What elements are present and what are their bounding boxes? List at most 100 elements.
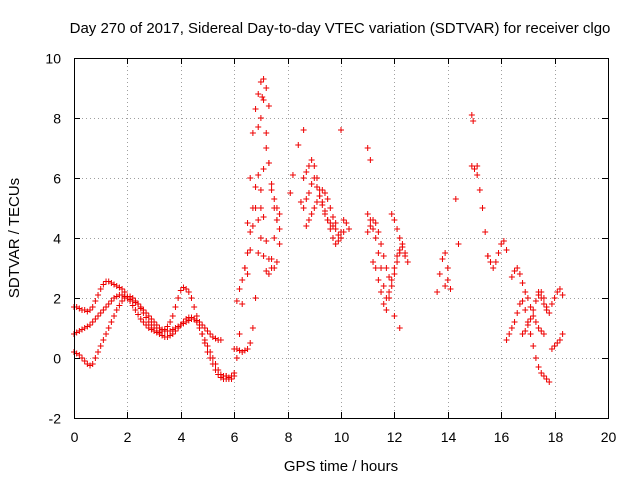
data-point	[540, 331, 547, 337]
data-point	[108, 319, 115, 325]
data-point	[378, 265, 385, 271]
data-point	[372, 220, 379, 226]
data-point	[239, 349, 246, 355]
data-point	[263, 85, 270, 91]
data-point	[76, 328, 83, 334]
data-point	[92, 355, 99, 361]
data-point	[519, 280, 526, 286]
data-point	[231, 373, 238, 379]
data-point	[180, 284, 187, 291]
data-point	[321, 208, 328, 214]
y-tick-label: 0	[53, 351, 61, 367]
data-point	[204, 343, 211, 349]
data-point	[482, 229, 489, 235]
data-point	[135, 311, 142, 318]
data-point	[527, 316, 534, 322]
data-point	[546, 379, 553, 385]
data-point	[145, 313, 152, 319]
series-sdtvar-arc-s	[503, 298, 553, 385]
data-point	[159, 326, 166, 333]
data-point	[183, 286, 190, 292]
data-point	[145, 319, 152, 325]
data-point	[372, 265, 379, 271]
data-point	[97, 310, 104, 316]
data-point	[119, 298, 126, 304]
data-point	[89, 304, 96, 310]
data-point	[332, 241, 339, 247]
data-point	[108, 298, 115, 304]
data-point	[167, 332, 174, 339]
data-point	[260, 253, 267, 259]
data-point	[380, 283, 387, 289]
data-point	[327, 220, 334, 226]
data-point	[249, 130, 256, 136]
data-point	[367, 223, 374, 229]
data-point	[207, 331, 214, 337]
data-point	[111, 313, 118, 319]
data-point	[172, 304, 179, 310]
data-point	[247, 340, 254, 346]
data-point	[97, 343, 104, 349]
data-point	[346, 226, 353, 232]
data-point	[327, 226, 334, 232]
data-point	[271, 196, 278, 202]
data-point	[313, 199, 320, 205]
y-tick-label: 4	[53, 231, 61, 247]
y-tick-label: -2	[49, 411, 62, 427]
data-point	[255, 250, 262, 256]
data-point	[151, 319, 158, 325]
data-point	[444, 277, 451, 283]
data-point	[95, 349, 102, 355]
data-point	[89, 361, 96, 367]
x-axis-label: GPS time / hours	[284, 458, 398, 475]
data-point	[153, 322, 160, 328]
data-point	[209, 355, 216, 361]
data-point	[89, 319, 96, 325]
data-point	[217, 371, 224, 378]
data-point	[201, 325, 208, 331]
series-sdtvar-arc-v	[535, 286, 566, 316]
data-point	[543, 376, 550, 382]
data-point	[519, 331, 526, 337]
data-point	[524, 322, 531, 328]
data-point	[551, 295, 558, 301]
data-point	[329, 214, 336, 220]
data-point	[132, 298, 139, 304]
data-point	[303, 169, 310, 175]
data-point	[329, 235, 336, 241]
data-point	[263, 238, 270, 244]
data-point	[268, 256, 275, 262]
data-point	[257, 79, 264, 85]
data-point	[375, 277, 382, 283]
data-point	[391, 313, 398, 319]
data-point	[135, 301, 142, 307]
y-tick-label: 2	[53, 291, 61, 307]
data-point	[308, 157, 315, 163]
data-point	[180, 319, 187, 325]
data-point	[394, 253, 401, 259]
data-point	[540, 301, 547, 307]
series-sdtvar-arc-e	[231, 145, 283, 355]
data-point	[137, 316, 144, 322]
data-point	[556, 337, 563, 343]
data-point	[239, 277, 246, 283]
data-point	[148, 316, 155, 322]
data-point	[116, 284, 123, 291]
data-point	[259, 94, 266, 100]
data-point	[95, 313, 102, 319]
data-point	[105, 301, 112, 307]
data-point	[140, 319, 147, 325]
data-point	[532, 298, 539, 304]
axis-ticks: 0 2 4 6 8 10 12 14 16 18 20 -2 0 2 4 6 8 10	[45, 51, 616, 446]
series-sdtvar-scattered-points	[255, 76, 481, 331]
data-point	[436, 271, 443, 277]
data-point	[324, 217, 331, 223]
data-point	[332, 220, 339, 226]
data-point	[295, 142, 302, 148]
data-point	[327, 205, 334, 211]
data-point	[338, 235, 344, 241]
data-point	[386, 289, 393, 295]
data-point	[380, 253, 387, 259]
data-point	[212, 335, 219, 342]
data-point	[119, 286, 126, 292]
